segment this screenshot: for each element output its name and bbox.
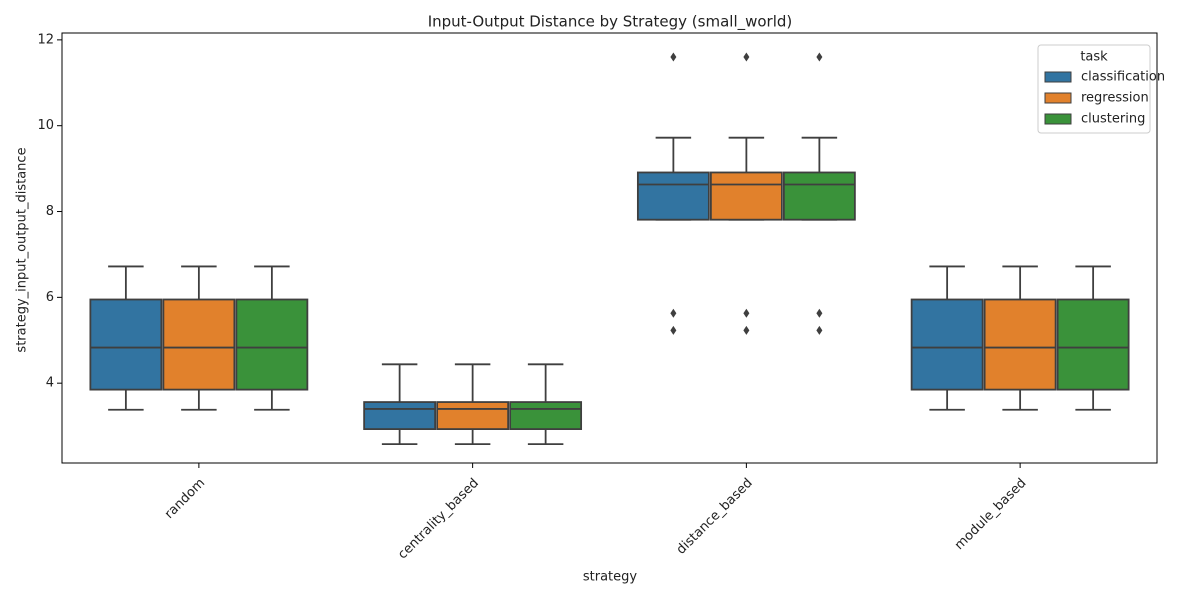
x-tick-label: centrality_based <box>395 476 482 563</box>
box <box>89 298 163 391</box>
box <box>363 401 437 430</box>
legend-swatch <box>1044 71 1072 83</box>
plot-frame <box>61 32 1158 464</box>
y-axis-label: strategy_input_output_distance <box>15 147 30 352</box>
y-tick-label: 10 <box>37 118 54 133</box>
box <box>235 298 309 391</box>
y-tick-label: 12 <box>37 32 54 47</box>
chart-title: Input-Output Distance by Strategy (small… <box>428 13 793 32</box>
legend-label: classification <box>1081 70 1165 85</box>
outlier <box>816 308 823 318</box>
outlier <box>670 52 677 62</box>
box <box>162 298 236 391</box>
x-tick-label: module_based <box>952 476 1029 553</box>
box <box>636 171 710 221</box>
outlier <box>743 325 750 335</box>
x-axis-label: strategy <box>583 570 638 585</box>
legend-label: clustering <box>1081 112 1145 127</box>
box <box>782 171 856 221</box>
box <box>983 298 1057 391</box>
box <box>910 298 984 391</box>
outlier <box>743 52 750 62</box>
outlier <box>816 52 823 62</box>
y-tick-label: 8 <box>46 204 54 219</box>
outlier <box>670 325 677 335</box>
y-tick-label: 6 <box>46 290 54 305</box>
box <box>709 171 783 221</box>
outlier <box>670 308 677 318</box>
x-tick-label: distance_based <box>674 476 756 558</box>
box <box>436 401 510 430</box>
outlier <box>743 308 750 318</box>
box <box>509 401 583 430</box>
legend-box <box>1037 44 1151 134</box>
y-tick-label: 4 <box>46 376 54 391</box>
x-tick-label: random <box>162 476 208 522</box>
box <box>1056 298 1130 391</box>
legend-swatch <box>1044 92 1072 104</box>
legend-title: task <box>1080 50 1108 65</box>
outlier <box>816 325 823 335</box>
legend-swatch <box>1044 113 1072 125</box>
legend-label: regression <box>1081 91 1149 106</box>
